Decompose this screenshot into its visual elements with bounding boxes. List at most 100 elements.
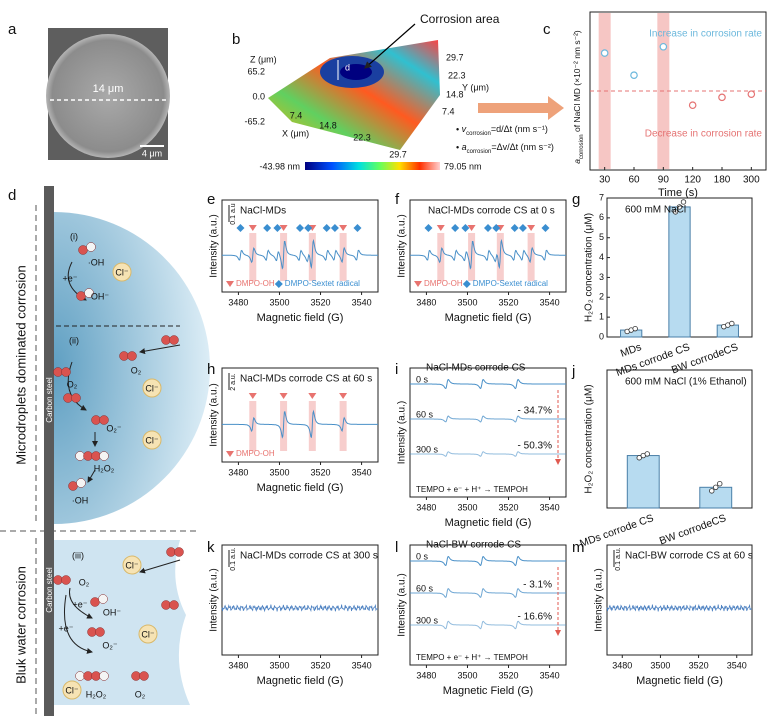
ion (112, 262, 132, 282)
atom (99, 671, 109, 681)
x-tick-label: 3480 (416, 297, 436, 307)
species-label: Cl⁻ (125, 560, 138, 570)
x-tick-label: MDs (619, 341, 643, 360)
ion (122, 555, 142, 575)
x-tick: 29.7 (389, 149, 407, 159)
replicate-point (632, 325, 638, 332)
symbol: a (462, 142, 467, 152)
peak-marker (510, 224, 519, 232)
plot-frame (221, 199, 379, 293)
panel-label: m (572, 539, 585, 556)
peak-marker (339, 393, 348, 399)
species-label: +e⁻ (58, 623, 73, 633)
y-tick: 14.8 (446, 89, 464, 99)
atom (84, 288, 94, 298)
panel-label: h (207, 361, 215, 378)
x-tick-label: 3480 (228, 660, 248, 670)
plot-frame (221, 367, 379, 463)
change-label: - 50.3% (518, 441, 553, 452)
x-tick-label: 3540 (540, 502, 560, 512)
noise-trace (221, 603, 379, 613)
atom (87, 627, 97, 637)
y-tick-label: 5 (599, 232, 604, 242)
subscript: corrosion (467, 149, 492, 155)
peak-marker (541, 224, 550, 232)
peak-marker (461, 224, 470, 232)
replicate-point (729, 320, 735, 327)
panel-title: 600 mM NaCl (1% Ethanol) (625, 377, 747, 388)
species-label: (ii) (69, 335, 79, 345)
panel-label: l (395, 539, 398, 556)
arrow (64, 594, 93, 654)
z-tick: 0.0 (252, 91, 265, 101)
spectrum-trace (222, 409, 378, 439)
mechanism (64, 261, 181, 654)
ion (138, 624, 158, 644)
species-label: Cl⁻ (65, 685, 78, 695)
x-axis-label: Magnetic Field (G) (443, 685, 533, 697)
arrow (87, 469, 96, 483)
species-label: O₂ (79, 577, 90, 587)
atom (83, 671, 93, 681)
panel-label: c (543, 21, 551, 38)
x-tick-label: 3500 (650, 660, 670, 670)
x-tick-label: 3520 (311, 660, 331, 670)
x-tick-label: 3480 (416, 502, 436, 512)
atom (98, 594, 108, 604)
y-axis-label: Intensity (a.u.) (209, 383, 220, 446)
scale-bar-label: 0.1 a.u (230, 203, 237, 225)
peak-marker (279, 393, 288, 399)
depth-symbol: d (345, 62, 350, 72)
panel-title: NaCl-MDs corrode CS at 0 s (428, 206, 555, 217)
symbol: v (462, 124, 467, 134)
x-tick-label: 3520 (499, 502, 519, 512)
panel-label: e (207, 191, 215, 208)
equation: TEMPO + e⁻ + H⁺ → TEMPOH (416, 485, 528, 494)
x-tick-label: 30 (599, 175, 611, 186)
x-tick-label: 3500 (269, 467, 289, 477)
species-label: +e⁻ (72, 599, 87, 609)
species-label: H₂O₂ (86, 689, 107, 699)
species-label: Cl⁻ (145, 435, 158, 445)
bar (668, 206, 691, 338)
peak-marker (304, 224, 313, 232)
scale-bar-label: 4 μm (142, 148, 162, 158)
x-tick: 7.4 (290, 110, 303, 120)
y-tick-label: 2 (599, 292, 604, 302)
atom (78, 245, 88, 255)
scale-bar-label: 0.1 a.u. (615, 547, 622, 570)
y-tick: 7.4 (442, 106, 455, 116)
noise-trace (606, 603, 753, 612)
section-title: Bluk water corrosion (13, 566, 28, 684)
z-tick: -65.2 (244, 116, 265, 126)
y-tick-label: 4 (599, 252, 604, 262)
arrow (139, 344, 181, 355)
species-label: H₂O₂ (94, 463, 115, 473)
x-tick-label: 3540 (540, 670, 560, 680)
scale-bar-label: 2 a.u. (230, 373, 237, 391)
x-tick-label: 3480 (228, 467, 248, 477)
atom (71, 393, 81, 403)
atom (83, 451, 93, 461)
data-point (688, 101, 697, 110)
panel-label: d (8, 187, 16, 204)
x-tick-label: 3500 (457, 670, 477, 680)
change-label: - 3.1% (523, 580, 552, 591)
peak-marker (322, 224, 331, 232)
plot-frame (606, 544, 753, 656)
atom (99, 415, 109, 425)
x-tick-label: 90 (658, 175, 670, 186)
panel-label: a (8, 21, 17, 38)
y-tick-label: 7 (599, 192, 604, 202)
steel-label: Carbon steel (45, 377, 54, 423)
atom (68, 481, 78, 491)
x-tick-label: MDs corrode CS (578, 512, 655, 550)
species-label: ·OH (88, 257, 105, 267)
atom (76, 478, 86, 488)
formula: =d/Δt (nm s⁻¹) (491, 124, 548, 134)
subscript: corrosion (579, 134, 585, 159)
species-label: O₂ (135, 689, 146, 699)
peak-marker (273, 224, 282, 232)
x-tick-label: 3520 (311, 467, 331, 477)
data-point (600, 49, 609, 57)
